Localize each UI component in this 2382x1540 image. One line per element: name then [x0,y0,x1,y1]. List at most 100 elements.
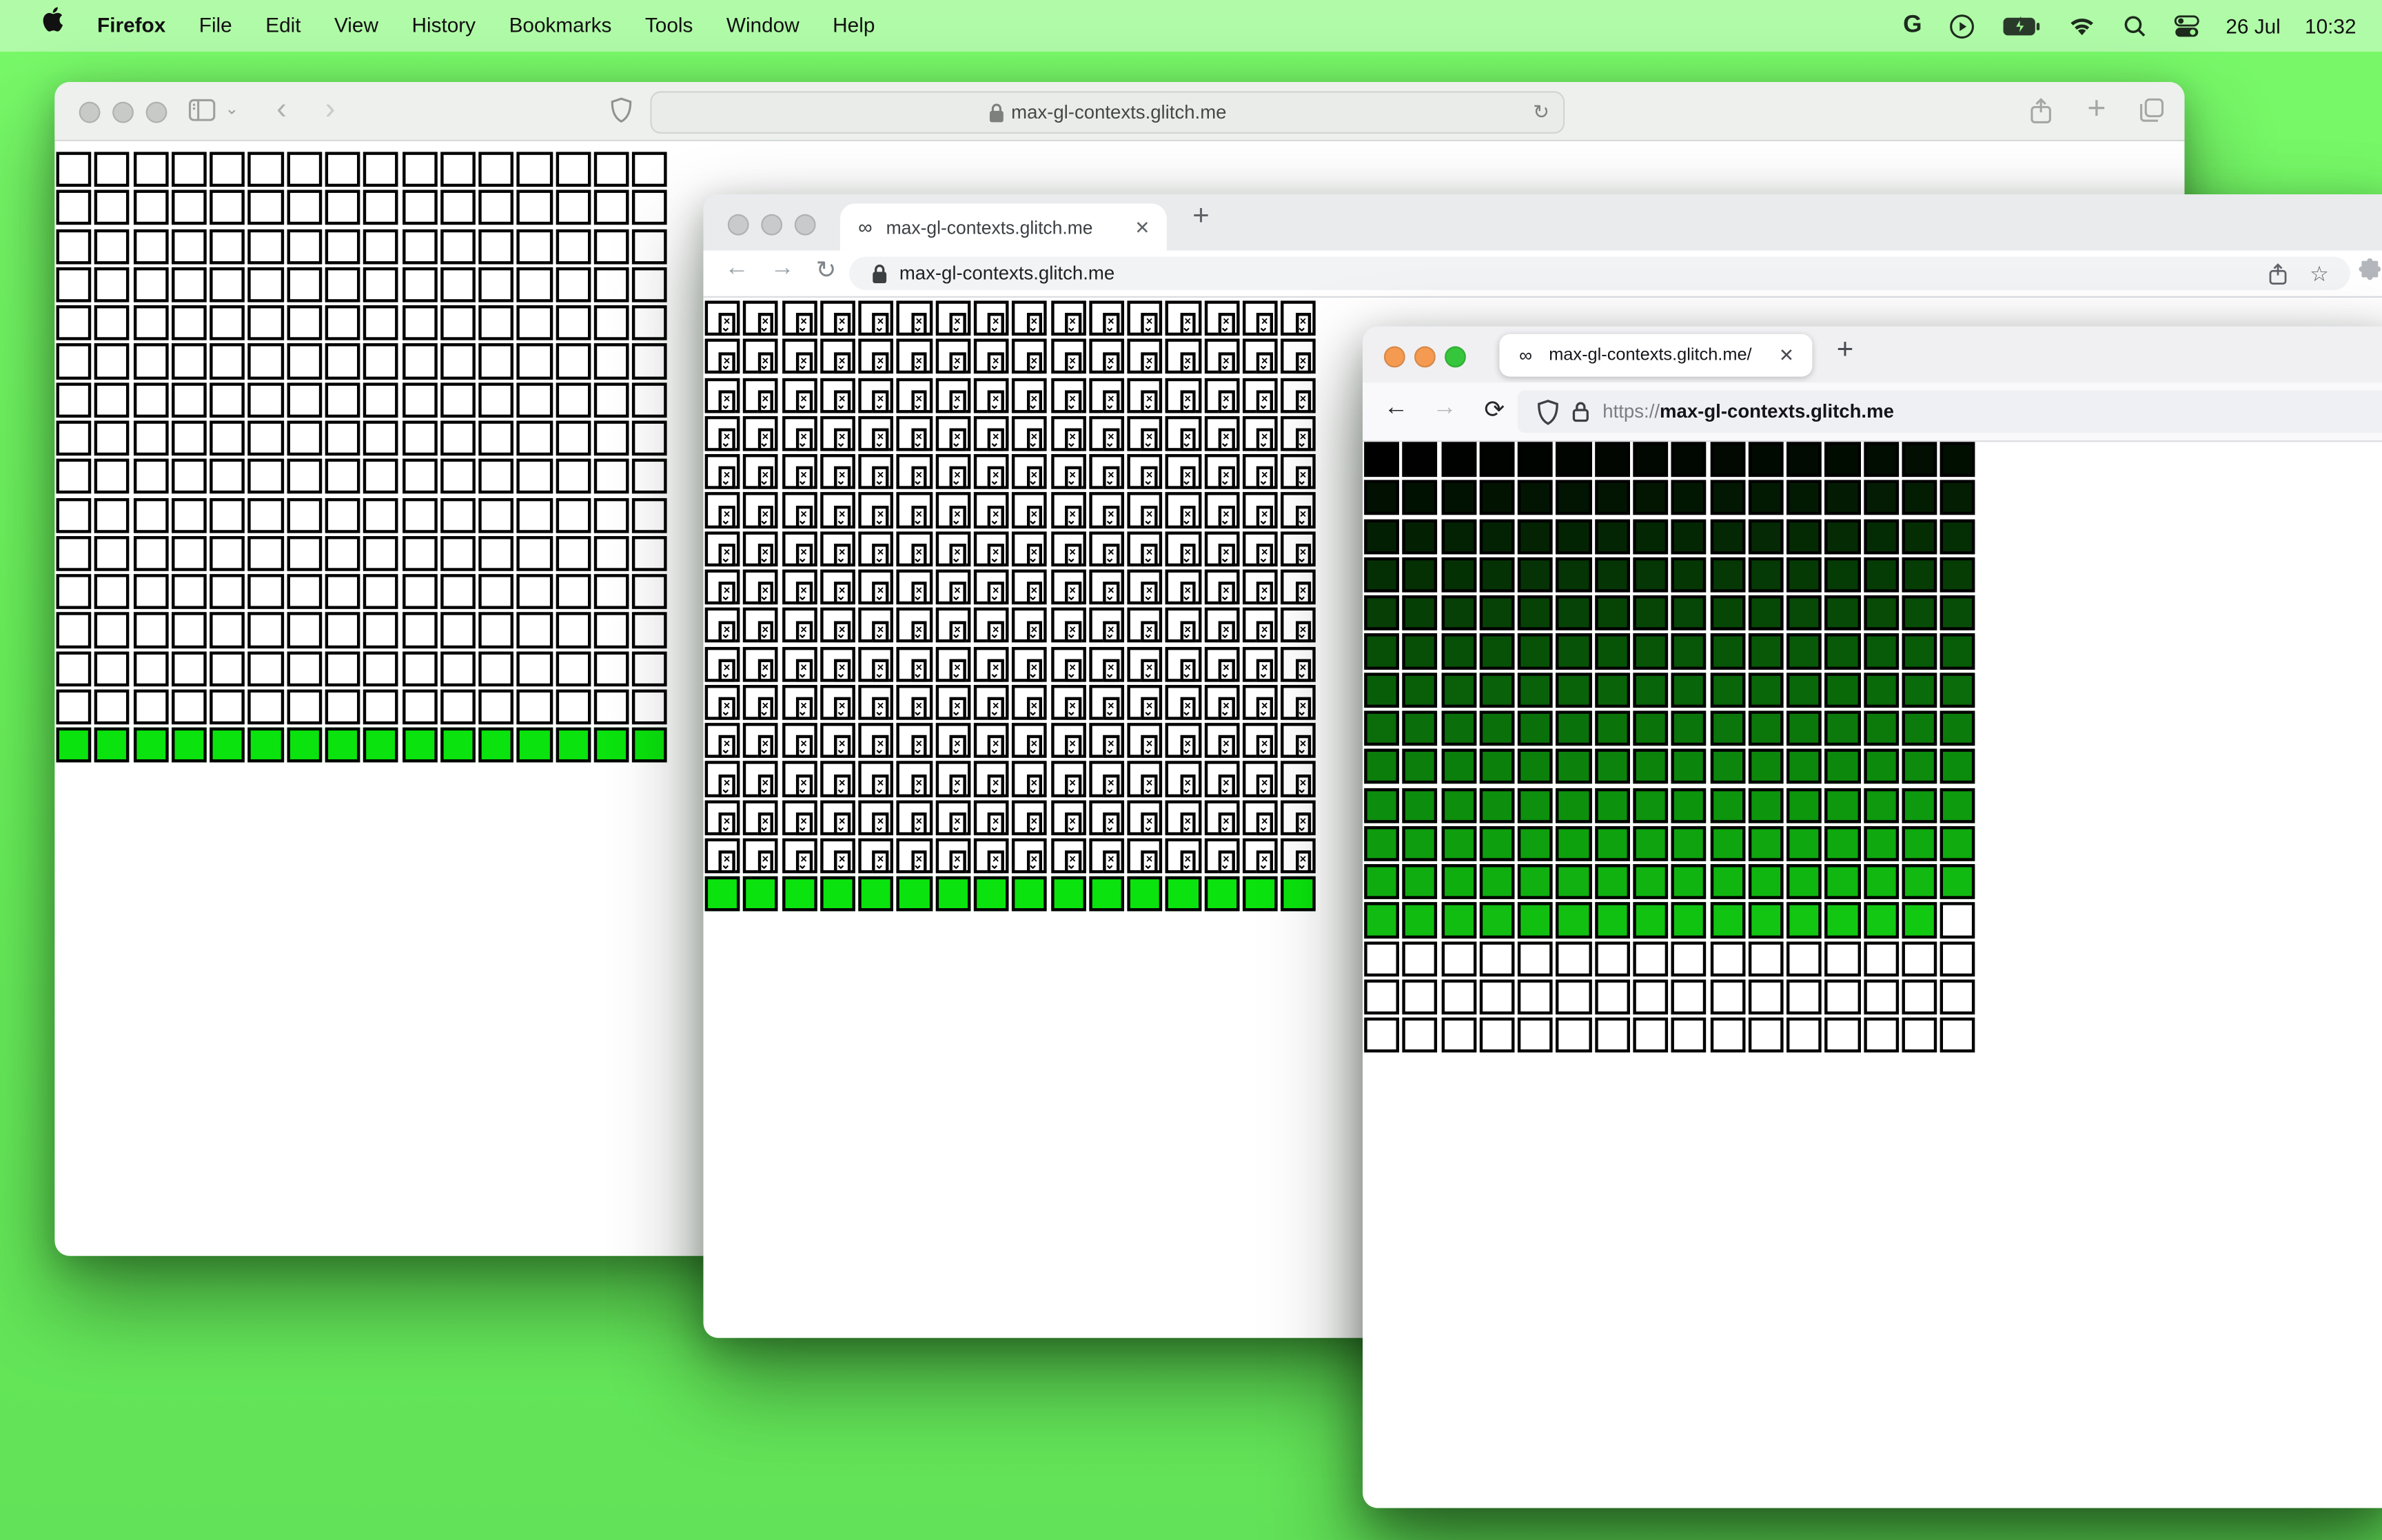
broken-image-squiggle: ⌄ [1258,819,1269,834]
reload-icon[interactable]: ↻ [815,258,837,285]
wifi-icon[interactable] [2062,15,2103,37]
forward-icon[interactable]: → [770,255,795,281]
share-icon[interactable] [2030,97,2053,125]
broken-image-icon: × ⌄ [834,390,851,413]
gl-canvas-cell [1863,749,1899,785]
gl-canvas-cell [517,305,553,341]
reload-icon[interactable]: ⟳ [1484,398,1505,424]
share-icon[interactable] [2269,262,2289,285]
broken-image-x: × [1146,430,1153,444]
gl-canvas-cell [704,876,740,912]
gl-canvas-cell [286,420,322,456]
close-button[interactable] [727,214,749,236]
gl-canvas-cell: × ⌄ [1165,339,1201,375]
firefox-active-tab[interactable]: ∞ max-gl-contexts.glitch.me/ ✕ [1499,333,1813,377]
menu-date[interactable]: 26 Jul [2226,14,2281,37]
broken-image-squiggle: ⌄ [874,666,885,680]
menu-item-bookmarks[interactable]: Bookmarks [509,13,612,37]
new-tab-icon[interactable]: + [1192,200,1210,233]
gl-canvas-cell [1518,557,1554,593]
back-icon[interactable]: ‹ [276,92,287,126]
new-tab-icon[interactable]: + [2087,91,2106,126]
sidebar-icon[interactable] [188,99,216,121]
spotlight-search-icon[interactable] [2118,14,2153,37]
new-tab-icon[interactable]: + [1836,333,1854,367]
menu-item-file[interactable]: File [198,13,232,37]
broken-image-icon: × ⌄ [757,735,774,759]
menu-time[interactable]: 10:32 [2305,14,2356,37]
menu-item-history[interactable]: History [411,13,476,37]
broken-image-x: × [1299,699,1307,713]
broken-image-squiggle: ⌄ [797,397,808,411]
chrome-url-field[interactable]: max-gl-contexts.glitch.me ☆ [849,256,2350,290]
zoom-button[interactable] [1445,346,1466,368]
gl-canvas-cell: × ⌄ [1281,799,1316,835]
shield-icon[interactable] [611,97,632,123]
gl-canvas-cell: × ⌄ [1242,608,1278,644]
firefox-url-field[interactable]: https:// max-gl-contexts.glitch.me [1517,390,2382,433]
menu-item-help[interactable]: Help [833,13,875,37]
close-button[interactable] [1383,346,1405,368]
chrome-active-tab[interactable]: ∞ max-gl-contexts.glitch.me ✕ [839,203,1167,251]
forward-icon[interactable]: › [325,92,336,126]
broken-image-icon: × ⌄ [1026,313,1043,336]
broken-image-squiggle: ⌄ [1143,320,1154,335]
gl-canvas-cell [478,728,514,763]
menu-item-window[interactable]: Window [726,13,800,37]
broken-image-icon: × ⌄ [795,812,813,835]
back-icon[interactable]: ← [1383,395,1409,421]
gl-canvas-cell [248,420,284,456]
close-tab-icon[interactable]: ✕ [1778,345,1795,367]
reload-icon[interactable]: ↻ [1533,100,1550,123]
broken-image-icon: × ⌄ [1064,351,1081,375]
broken-image-squiggle: ⌄ [720,743,731,757]
broken-image-squiggle: ⌄ [835,513,846,526]
zoom-button[interactable] [794,214,816,236]
gl-canvas-cell: × ⌄ [935,531,971,566]
play-circle-icon[interactable] [1943,13,1981,39]
gl-canvas-cell: × ⌄ [1050,608,1086,644]
google-icon[interactable]: G [1903,12,1922,39]
bookmark-star-icon[interactable]: ☆ [2310,260,2329,285]
firefox-window[interactable]: ∞ max-gl-contexts.glitch.me/ ✕ + ← → ⟳ h… [1363,326,2382,1508]
forward-icon[interactable]: → [1432,395,1457,421]
gl-canvas-cell: × ⌄ [820,608,855,644]
gl-canvas-cell [210,152,245,187]
menu-item-firefox[interactable]: Firefox [97,13,166,37]
minimize-button[interactable] [112,101,134,123]
broken-image-squiggle: ⌄ [950,666,961,680]
menu-item-tools[interactable]: Tools [644,13,693,37]
broken-image-squiggle: ⌄ [835,359,846,373]
back-icon[interactable]: ← [724,255,749,281]
gl-canvas-cell: × ⌄ [782,493,817,528]
zoom-button[interactable] [145,101,167,123]
chevron-down-icon[interactable]: ⌄ [225,100,239,119]
gl-canvas-cell [1863,941,1899,976]
battery-charging-icon[interactable] [1997,16,2047,36]
gl-canvas-cell [1902,825,1937,861]
broken-image-icon: × ⌄ [1141,659,1158,682]
broken-image-squiggle: ⌄ [835,781,846,795]
safari-url-field[interactable]: max-gl-contexts.glitch.me ↻ [650,91,1565,134]
apple-logo-icon[interactable] [24,0,81,52]
tab-overview-icon[interactable] [2139,97,2164,123]
gl-canvas-cell [440,382,476,418]
broken-image-icon: × ⌄ [1294,544,1312,566]
broken-image-squiggle: ⌄ [874,858,885,872]
broken-image-icon: × ⌄ [795,544,813,566]
broken-image-x: × [1146,545,1153,559]
broken-image-x: × [877,506,884,521]
menu-item-view[interactable]: View [334,13,378,37]
close-tab-icon[interactable]: ✕ [1134,216,1150,238]
menu-item-edit[interactable]: Edit [265,13,301,37]
minimize-button[interactable] [1414,346,1436,368]
minimize-button[interactable] [761,214,783,236]
extensions-puzzle-icon[interactable] [2356,258,2382,286]
broken-image-icon: × ⌄ [1103,620,1120,644]
control-center-icon[interactable] [2168,14,2206,37]
broken-image-squiggle: ⌄ [720,781,731,795]
gl-canvas-cell [210,574,245,610]
close-button[interactable] [79,101,101,123]
gl-canvas-cell [1633,979,1669,1015]
gl-canvas-cell: × ⌄ [1165,415,1201,451]
